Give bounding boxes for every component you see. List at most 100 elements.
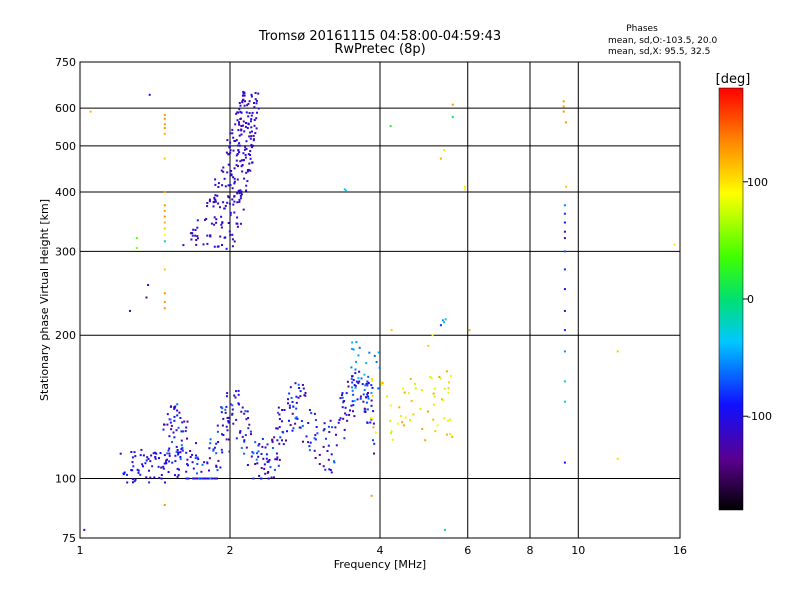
data-point bbox=[226, 416, 229, 419]
data-point bbox=[196, 219, 199, 222]
data-point bbox=[563, 221, 566, 224]
data-point bbox=[350, 377, 353, 380]
data-point bbox=[215, 452, 218, 455]
data-point bbox=[243, 412, 246, 415]
data-point bbox=[231, 404, 234, 407]
data-point bbox=[196, 472, 198, 475]
data-point bbox=[381, 382, 384, 384]
data-point bbox=[168, 460, 171, 463]
data-point bbox=[240, 111, 243, 114]
data-point bbox=[201, 463, 204, 466]
data-point bbox=[196, 456, 199, 459]
data-point bbox=[166, 423, 169, 426]
data-point bbox=[267, 477, 270, 480]
data-point bbox=[250, 93, 253, 96]
data-point bbox=[323, 422, 326, 425]
data-point bbox=[229, 214, 232, 217]
data-point bbox=[256, 452, 258, 455]
data-point bbox=[243, 104, 246, 107]
data-point bbox=[359, 397, 362, 400]
data-point bbox=[231, 233, 234, 236]
data-point bbox=[359, 395, 362, 398]
data-point bbox=[236, 216, 239, 219]
data-point bbox=[164, 481, 166, 484]
phases-o-stats: mean, sd,O:-103.5, 20.0 bbox=[608, 36, 718, 46]
data-point bbox=[211, 477, 214, 480]
data-point bbox=[186, 437, 188, 440]
data-point bbox=[414, 387, 417, 390]
data-point bbox=[307, 422, 310, 424]
data-point bbox=[343, 437, 346, 440]
data-point bbox=[443, 149, 446, 151]
data-point bbox=[231, 198, 234, 201]
data-point bbox=[305, 435, 308, 438]
data-point bbox=[149, 476, 152, 479]
x-tick-label: 16 bbox=[673, 544, 687, 557]
colorbar bbox=[718, 87, 744, 511]
data-point bbox=[365, 382, 368, 385]
data-point bbox=[252, 138, 255, 141]
data-point bbox=[449, 418, 451, 421]
data-point bbox=[202, 477, 205, 480]
data-point bbox=[278, 413, 281, 416]
data-point bbox=[182, 244, 185, 247]
data-point bbox=[371, 417, 374, 420]
data-point bbox=[148, 93, 151, 96]
data-point bbox=[238, 108, 241, 111]
data-point bbox=[162, 465, 165, 468]
data-point bbox=[239, 431, 242, 434]
data-point bbox=[241, 100, 244, 103]
data-point bbox=[208, 200, 211, 203]
data-point bbox=[308, 449, 311, 452]
data-point bbox=[197, 458, 200, 461]
data-point bbox=[247, 153, 250, 156]
data-point bbox=[407, 392, 410, 395]
data-point bbox=[338, 419, 341, 421]
data-point bbox=[439, 324, 442, 327]
data-point bbox=[349, 409, 351, 412]
data-point bbox=[220, 448, 223, 451]
data-point bbox=[185, 470, 188, 473]
data-point bbox=[447, 387, 450, 390]
data-point bbox=[350, 404, 353, 407]
data-point bbox=[351, 389, 354, 392]
data-point bbox=[162, 467, 165, 470]
data-point bbox=[219, 466, 222, 469]
data-point bbox=[212, 449, 215, 452]
data-point bbox=[447, 391, 450, 394]
data-point bbox=[339, 417, 342, 420]
data-point bbox=[308, 445, 311, 448]
data-point bbox=[244, 100, 246, 103]
data-point bbox=[199, 477, 202, 480]
data-point bbox=[149, 460, 152, 463]
data-point bbox=[173, 406, 176, 409]
data-point bbox=[235, 154, 238, 157]
data-point bbox=[239, 160, 242, 163]
data-point bbox=[200, 477, 203, 480]
data-point bbox=[163, 227, 166, 230]
data-point bbox=[175, 445, 178, 448]
data-point bbox=[221, 407, 224, 410]
data-point bbox=[220, 169, 223, 172]
data-point bbox=[231, 412, 234, 415]
data-point bbox=[160, 477, 163, 480]
data-point bbox=[133, 480, 136, 483]
data-point bbox=[131, 456, 134, 459]
data-point bbox=[227, 416, 230, 419]
data-point bbox=[141, 463, 144, 466]
data-point bbox=[563, 329, 566, 332]
data-point bbox=[216, 477, 218, 480]
data-point bbox=[145, 476, 148, 479]
data-point bbox=[562, 110, 565, 113]
data-point bbox=[220, 215, 223, 218]
data-point bbox=[304, 392, 307, 394]
data-point bbox=[236, 192, 239, 195]
data-point bbox=[565, 185, 567, 188]
data-point bbox=[219, 235, 222, 238]
data-point bbox=[227, 163, 230, 166]
data-point bbox=[238, 123, 241, 126]
data-point bbox=[237, 402, 240, 405]
data-point bbox=[176, 403, 179, 406]
data-point bbox=[169, 418, 172, 421]
data-point bbox=[298, 426, 301, 429]
